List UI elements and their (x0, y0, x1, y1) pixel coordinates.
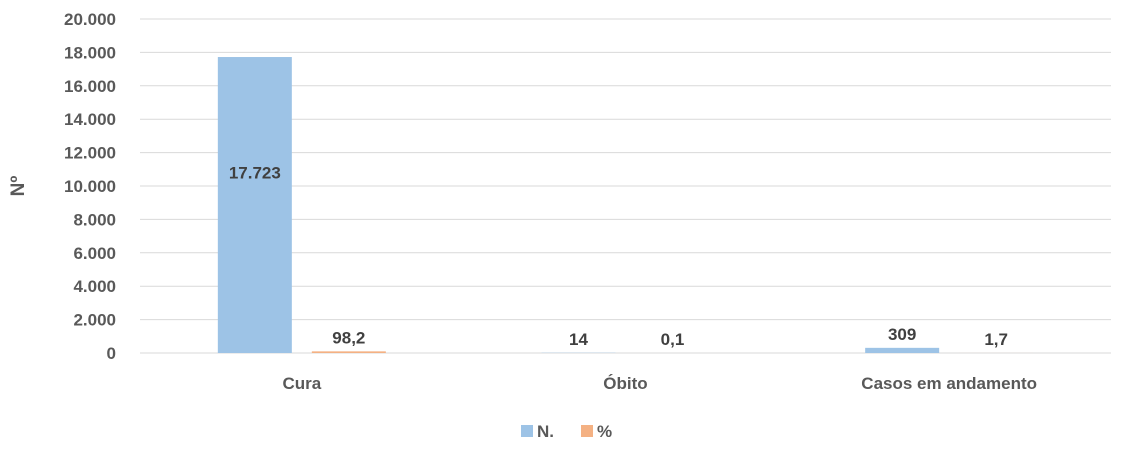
x-category-label: Cura (282, 374, 321, 393)
bar-n (865, 347, 940, 353)
data-label: 0,1 (661, 330, 685, 349)
data-label: 98,2 (332, 328, 365, 347)
data-label: 1,7 (984, 330, 1008, 349)
data-label: 309 (888, 325, 916, 344)
bar-percent (311, 351, 386, 353)
y-tick-label: 0 (107, 344, 116, 363)
y-tick-label: 12.000 (64, 144, 116, 163)
y-tick-label: 20.000 (64, 10, 116, 29)
x-axis-categories: Cura Óbito Casos em andamento (282, 374, 1037, 393)
data-label: 14 (569, 330, 588, 349)
y-tick-label: 18.000 (64, 43, 116, 62)
legend: N.% (521, 422, 612, 441)
data-label: 17.723 (229, 163, 281, 182)
gridlines (140, 18, 1111, 354)
legend-label: % (597, 422, 612, 441)
y-tick-label: 6.000 (73, 244, 116, 263)
y-tick-label: 10.000 (64, 177, 116, 196)
y-tick-label: 2.000 (73, 311, 116, 330)
data-labels: 17.723 98,2 14 0,1 309 1,7 (229, 163, 1008, 349)
x-category-label: Óbito (603, 374, 647, 393)
y-axis-title: Nº (8, 176, 29, 197)
bars (217, 57, 1034, 353)
y-tick-label: 16.000 (64, 77, 116, 96)
y-tick-label: 14.000 (64, 110, 116, 129)
legend-swatch (521, 425, 533, 437)
x-category-label: Casos em andamento (861, 374, 1037, 393)
bar-n (217, 57, 292, 353)
y-tick-label: 4.000 (73, 277, 116, 296)
y-axis-ticks: 0 2.000 4.000 6.000 8.000 10.000 12.000 14.000 1… (64, 10, 116, 363)
legend-label: N. (537, 422, 554, 441)
legend-swatch (581, 425, 593, 437)
y-tick-label: 8.000 (73, 210, 116, 229)
